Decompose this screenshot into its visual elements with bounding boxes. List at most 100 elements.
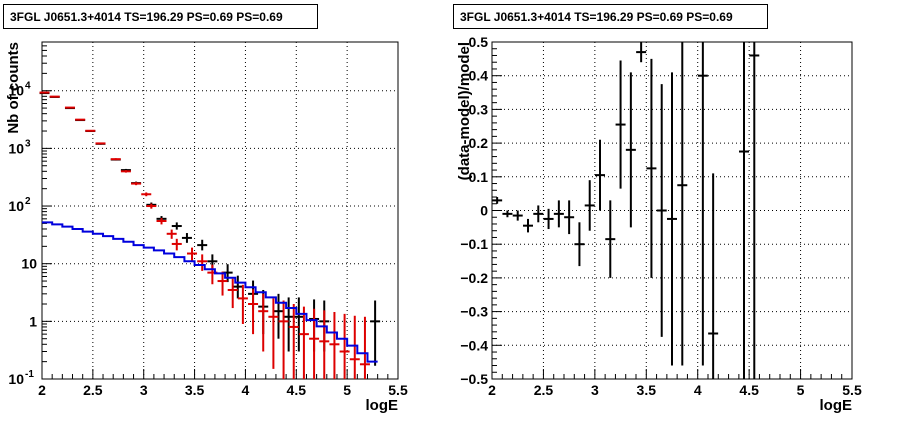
x-axis-title: logE: [820, 397, 853, 414]
svg-text:4: 4: [25, 81, 31, 92]
series-layer: [39, 91, 381, 379]
data-point: [584, 180, 595, 231]
data-point: [359, 316, 370, 379]
data-point: [574, 222, 585, 267]
data-point: [146, 203, 157, 209]
data-point: [502, 210, 513, 218]
data-point: [166, 229, 177, 239]
svg-text:10: 10: [8, 140, 24, 156]
data-point: [181, 233, 192, 243]
data-point: [492, 197, 503, 204]
left-chart-title: 3FGL J0651.3+4014 TS=196.29 PS=0.69 PS=0…: [3, 4, 318, 29]
svg-text:2: 2: [25, 196, 31, 207]
x-tick-label: 5.5: [388, 382, 408, 398]
x-tick-label: 3: [140, 382, 148, 398]
svg-text:-1: -1: [25, 369, 34, 380]
data-point: [197, 254, 208, 271]
data-point: [248, 289, 259, 335]
data-point: [278, 300, 289, 379]
y-tick-label: −0.3: [460, 304, 488, 320]
y-tick-label: 10 2: [8, 196, 31, 214]
data-point: [64, 106, 75, 109]
y-tick-label: 0.1: [469, 169, 489, 185]
data-point: [283, 297, 294, 352]
data-point: [564, 200, 575, 235]
y-tick-label: 0.4: [469, 68, 489, 84]
x-tick-label: 2: [38, 382, 46, 398]
plot-frame: [41, 41, 399, 380]
data-point: [667, 72, 677, 366]
x-tick-label: 4.5: [287, 382, 307, 398]
data-point: [237, 284, 248, 324]
data-point: [131, 182, 142, 186]
data-point: [636, 42, 647, 63]
data-point: [749, 42, 760, 379]
x-tick-label: 2.5: [534, 382, 554, 398]
data-point: [75, 118, 86, 121]
data-point: [543, 208, 554, 230]
data-point: [288, 303, 299, 379]
data-point: [349, 315, 360, 379]
series-layer: [492, 42, 760, 379]
y-tick-label: −0.5: [460, 371, 488, 387]
data-point: [370, 300, 381, 366]
data-point: [268, 298, 279, 369]
data-point: [187, 247, 198, 262]
svg-text:3: 3: [25, 138, 31, 149]
data-point: [656, 84, 667, 337]
y-tick-label: 1: [29, 313, 37, 329]
x-tick-label: 3.5: [185, 382, 205, 398]
svg-text:10: 10: [8, 83, 24, 99]
data-point: [553, 200, 564, 228]
y-axis-title: (data-model)/model: [456, 42, 473, 180]
data-point: [605, 200, 616, 278]
svg-text:10: 10: [8, 198, 24, 214]
data-point: [708, 173, 719, 379]
y-tick-label: 0.5: [469, 34, 489, 50]
data-point: [85, 129, 96, 132]
data-point: [120, 170, 131, 173]
data-point: [49, 95, 60, 98]
data-point: [141, 192, 152, 197]
data-point: [171, 222, 182, 230]
data-point: [258, 293, 269, 352]
x-tick-label: 5: [343, 382, 351, 398]
data-point: [615, 60, 626, 189]
data-point: [156, 218, 167, 225]
y-axis-title: Nb of counts: [5, 42, 22, 134]
data-point: [207, 264, 218, 285]
y-tick-label: −0.4: [460, 337, 488, 353]
data-point: [512, 210, 523, 221]
data-point: [298, 306, 309, 379]
y-tick-label: 0.3: [469, 101, 489, 117]
x-tick-label: 5.5: [842, 382, 862, 398]
x-tick-label: 5: [797, 382, 805, 398]
right-chart-title: 3FGL J0651.3+4014 TS=196.29 PS=0.69 PS=0…: [453, 4, 768, 29]
y-tick-label: −0.2: [460, 270, 488, 286]
data-point: [339, 313, 350, 379]
data-point: [625, 72, 636, 228]
x-tick-label: 4: [694, 382, 702, 398]
model-histogram-line: [42, 221, 378, 363]
svg-text:10: 10: [8, 371, 24, 387]
y-tick-label: 10 3: [8, 138, 31, 156]
data-point: [95, 142, 106, 145]
data-point: [217, 271, 228, 296]
x-tick-label: 4: [242, 382, 250, 398]
data-point: [232, 275, 243, 299]
data-point: [523, 218, 533, 233]
data-point: [171, 238, 182, 251]
x-tick-label: 3: [591, 382, 599, 398]
data-point: [533, 205, 544, 223]
data-point: [595, 139, 605, 211]
y-tick-label: 0.2: [469, 135, 489, 151]
data-point: [293, 297, 304, 352]
data-point: [697, 42, 708, 366]
data-point: [110, 158, 121, 161]
y-tick-label: 0: [480, 203, 488, 219]
x-tick-label: 2.5: [83, 382, 103, 398]
data-point: [227, 278, 238, 309]
data-point: [319, 310, 330, 379]
y-tick-label: 10: [21, 256, 37, 272]
